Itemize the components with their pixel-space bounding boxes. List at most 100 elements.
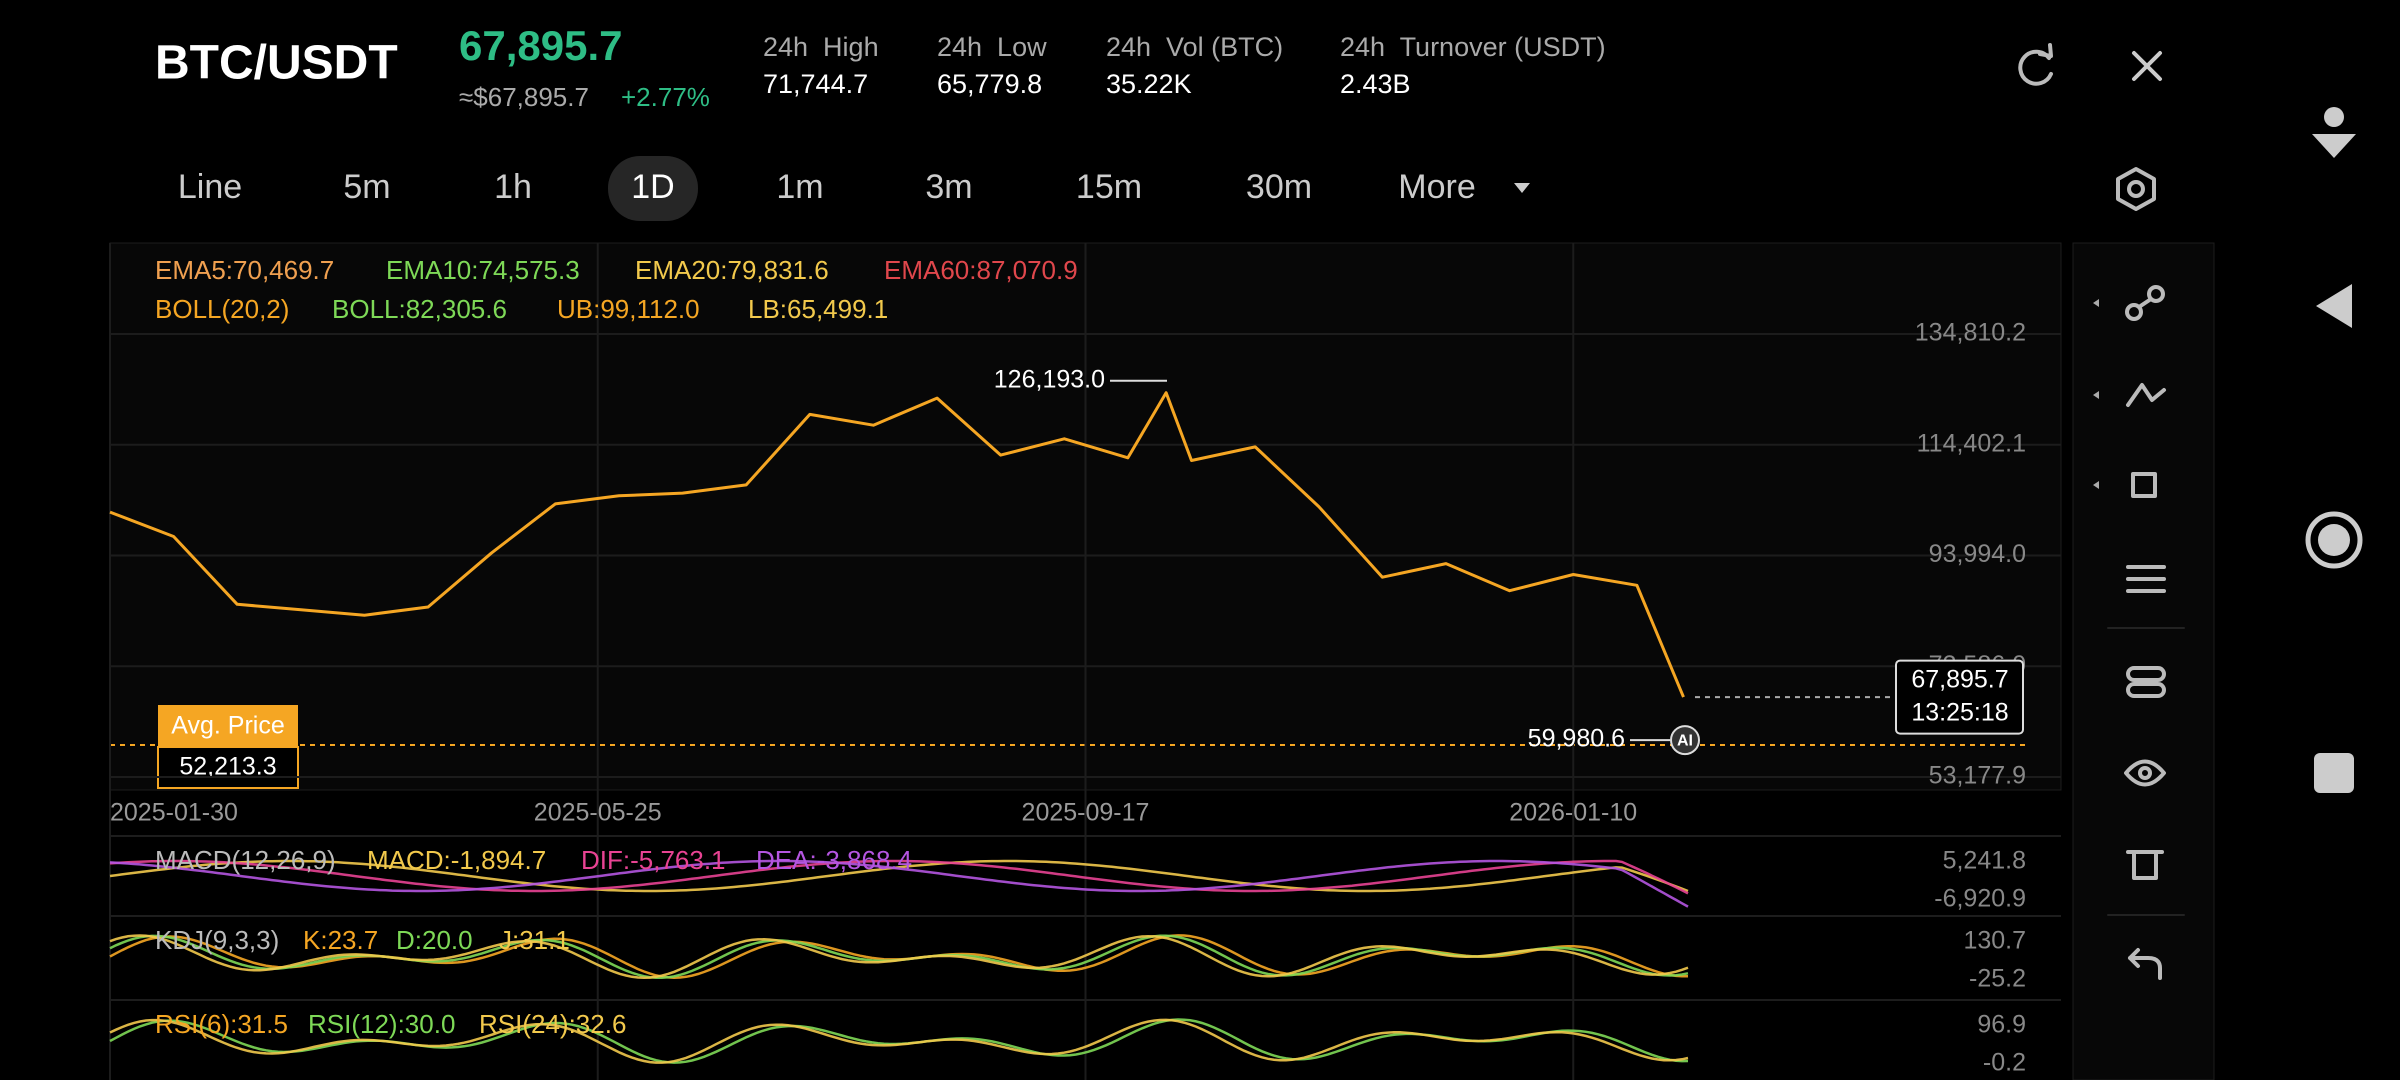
timeframe-tab[interactable]: 5m <box>343 168 390 206</box>
drawing-tools <box>2093 285 2185 980</box>
stat-label: 24h High <box>763 32 879 62</box>
panel-indicator: RSI(6):31.5 <box>155 1009 288 1039</box>
tool-icon[interactable] <box>2131 472 2157 498</box>
panel-indicator: MACD(12,26,9) <box>155 845 336 875</box>
x-tick-label: 2026-01-10 <box>1509 799 1637 827</box>
settings-dot <box>2127 180 2145 198</box>
y-tick-label: 53,177.9 <box>1929 762 2026 790</box>
change: +2.77% <box>621 82 710 112</box>
timeframe-tab[interactable]: 3m <box>925 168 972 206</box>
refresh-arc <box>2018 49 2053 86</box>
stat-label: 24h Vol (BTC) <box>1106 32 1283 62</box>
fiat-price: ≈$67,895.7 <box>459 82 589 112</box>
selected-pill <box>608 156 698 221</box>
x-tick-label: 2025-09-17 <box>1022 799 1150 827</box>
panel-tick-label: -25.2 <box>1969 965 2026 993</box>
refresh-icon[interactable] <box>2018 43 2053 86</box>
panel-tick-label: 130.7 <box>1963 927 2026 955</box>
last-price-box <box>1895 659 2024 735</box>
panel-indicator: DEA:-3,868.4 <box>756 845 912 875</box>
x-tick-label: 2025-01-30 <box>110 799 238 827</box>
indicator-value: BOLL(20,2) <box>155 294 289 324</box>
timeframe-tab[interactable]: 1h <box>494 168 532 206</box>
tool-caret <box>2093 299 2099 489</box>
y-tick-label: 93,994.0 <box>1929 540 2026 568</box>
indicator-trace <box>109 859 1689 908</box>
last-price: 67,895.7 <box>459 22 623 69</box>
refresh-arrow <box>2038 43 2053 58</box>
stat-label: 24h Low <box>937 32 1047 62</box>
timeframe-tab[interactable]: 15m <box>1076 168 1142 206</box>
indicator-value: EMA20:79,831.6 <box>635 255 829 285</box>
last-price-value: 67,895.7 <box>1911 666 2008 694</box>
indicator-value: EMA5:70,469.7 <box>155 255 334 285</box>
indicator-trace <box>109 934 1689 980</box>
y-tick-label: 134,810.2 <box>1915 319 2026 347</box>
timeframe-tab[interactable]: 30m <box>1246 168 1312 206</box>
panel-indicator: RSI(24):32.6 <box>479 1009 626 1039</box>
indicator-value: BOLL:82,305.6 <box>332 294 507 324</box>
timeframe-tab[interactable]: 1D <box>631 168 674 206</box>
close-icon[interactable] <box>2132 51 2162 81</box>
close-stroke <box>2132 51 2162 81</box>
avg-price-box <box>157 746 299 789</box>
indicator-value: EMA10:74,575.3 <box>386 255 580 285</box>
system-nav <box>2305 107 2363 793</box>
panel-indicator: RSI(12):30.0 <box>308 1009 455 1039</box>
tool-icon[interactable] <box>2124 759 2166 787</box>
timeframe-tab[interactable]: More <box>1398 168 1475 206</box>
tool-stroke <box>2137 297 2153 309</box>
indicator-value: LB:65,499.1 <box>748 294 888 324</box>
nav-recent[interactable] <box>2314 753 2354 793</box>
tool-icon[interactable] <box>2126 666 2166 682</box>
stat-value: 2.43B <box>1340 69 1411 99</box>
panel-tick-label: -0.2 <box>1983 1049 2026 1077</box>
nav-back[interactable] <box>2316 284 2352 328</box>
stat-value: 35.22K <box>1106 69 1192 99</box>
indicator-value: UB:99,112.0 <box>557 294 700 324</box>
nav-icon[interactable] <box>2324 107 2344 127</box>
nav-home[interactable] <box>2305 511 2363 569</box>
tool-stroke <box>2138 766 2152 780</box>
avg-price-label: Avg. Price <box>171 712 284 740</box>
timeframe-tab[interactable]: Line <box>178 168 242 206</box>
y-tick-label: 114,402.1 <box>1917 429 2026 457</box>
tool-icon[interactable] <box>2125 303 2143 321</box>
avg-price-tag[interactable] <box>158 705 298 747</box>
indicator-trace <box>109 1018 1689 1064</box>
nav-home-dot <box>2318 524 2350 556</box>
toolbar-panel <box>2072 242 2215 1080</box>
low-label: 59,980.6 <box>1528 725 1625 753</box>
indicator-trace <box>109 859 1689 895</box>
stat-label: 24h Turnover (USDT) <box>1340 32 1606 62</box>
x-tick-label: 2025-05-25 <box>534 799 662 827</box>
ai-badge[interactable] <box>1670 725 1700 756</box>
panel-indicator: KDJ(9,3,3) <box>155 925 279 955</box>
panel-tick-label: 96.9 <box>1977 1011 2026 1039</box>
high-label: 126,193.0 <box>994 365 1105 393</box>
timeframe-tab[interactable]: 1m <box>776 168 823 206</box>
panel-indicator: DIF:-5,763.1 <box>581 845 726 875</box>
panel-tick-label: 5,241.8 <box>1943 847 2026 875</box>
more-caret <box>1514 183 1530 193</box>
avg-price-value: 52,213.3 <box>179 753 276 781</box>
price-line <box>109 391 1685 698</box>
panel-indicator: MACD:-1,894.7 <box>367 845 546 875</box>
panel-indicator: D:20.0 <box>396 925 473 955</box>
tool-icon[interactable] <box>2147 285 2165 303</box>
nav-icon-part <box>2312 134 2356 158</box>
indicator-value: EMA60:87,070.9 <box>884 255 1078 285</box>
countdown: 13:25:18 <box>1911 699 2008 727</box>
symbol[interactable]: BTC/USDT <box>155 37 398 90</box>
stat-value: 71,744.7 <box>763 69 868 99</box>
panel-indicator: J:31.1 <box>499 925 570 955</box>
ai-badge-text: AI <box>1677 732 1693 749</box>
tool-stroke <box>2126 682 2166 698</box>
panel-tick-label: -6,920.9 <box>1934 885 2026 913</box>
stat-value: 65,779.8 <box>937 69 1042 99</box>
tool-icon[interactable] <box>2126 383 2166 407</box>
settings-icon[interactable] <box>2116 167 2156 211</box>
tool-icon[interactable] <box>2128 948 2162 980</box>
